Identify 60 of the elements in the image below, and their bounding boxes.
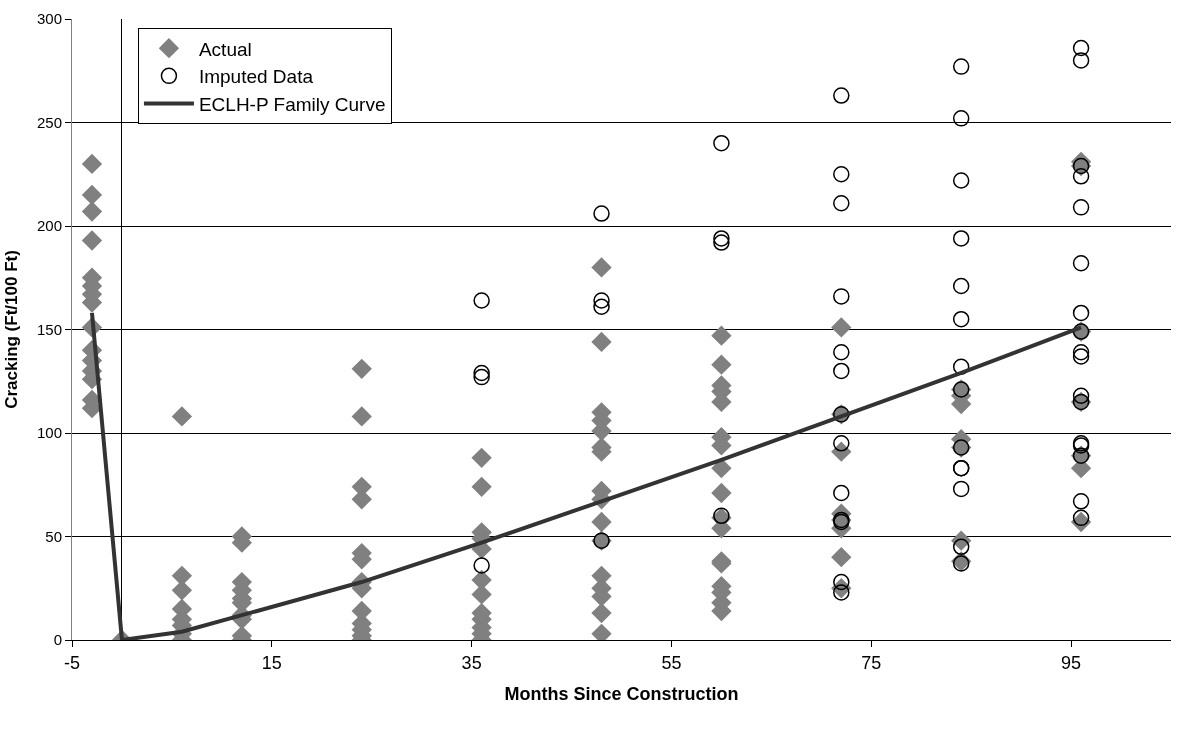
point: [833, 484, 850, 502]
point: [713, 230, 730, 247]
x-tick-label: 15: [261, 652, 282, 673]
point: [1072, 39, 1090, 57]
point: [952, 230, 970, 247]
point: [952, 310, 970, 328]
point: [473, 368, 490, 386]
point: [1072, 493, 1090, 510]
point: [833, 87, 850, 104]
x-axis-title: Months Since Construction: [504, 683, 739, 704]
point: [952, 277, 970, 295]
point: [593, 292, 610, 309]
point: [1072, 168, 1090, 185]
point: [473, 364, 490, 382]
point: [952, 480, 970, 498]
point: [713, 234, 730, 251]
point: [1072, 255, 1090, 272]
y-tick-label: 100: [36, 424, 62, 442]
y-tick-label: 150: [36, 320, 62, 338]
x-tick-label: 95: [1061, 652, 1082, 673]
legend-label: Imputed Data: [198, 66, 314, 88]
point: [833, 362, 850, 380]
point: [473, 557, 490, 574]
point: [833, 166, 850, 183]
y-axis-title: Cracking (Ft/100 Ft): [1, 250, 21, 409]
y-tick-label: 200: [36, 217, 62, 235]
point: [833, 584, 850, 601]
point: [713, 134, 730, 152]
point: [952, 538, 970, 556]
point: [952, 358, 970, 375]
point: [593, 205, 610, 222]
x-tick-label: 35: [461, 652, 482, 673]
point: [952, 58, 970, 75]
point: [1072, 387, 1090, 404]
legend-label: ECLH-P Family Curve: [198, 93, 386, 115]
point: [833, 288, 850, 305]
point: [593, 298, 610, 315]
x-tick-label: 75: [861, 652, 882, 673]
x-tick-label: -5: [63, 652, 81, 673]
point: [713, 507, 730, 525]
point: [833, 573, 850, 591]
point: [1072, 344, 1090, 361]
y-tick-label: 50: [45, 527, 62, 545]
y-tick-label: 250: [36, 113, 62, 131]
point: [1072, 348, 1090, 365]
point: [1072, 509, 1090, 527]
point: [833, 344, 850, 361]
point: [952, 555, 970, 572]
point: [952, 172, 970, 189]
point: [1072, 199, 1090, 216]
point: [952, 110, 970, 127]
y-tick-label: 300: [36, 10, 62, 28]
point: [833, 194, 850, 212]
point: [473, 292, 490, 309]
legend-label: Actual: [198, 38, 252, 60]
x-tick-label: 55: [661, 652, 682, 673]
point: [833, 435, 850, 452]
point: [1072, 52, 1090, 69]
y-tick-label: 0: [53, 631, 62, 649]
point: [1072, 304, 1090, 322]
